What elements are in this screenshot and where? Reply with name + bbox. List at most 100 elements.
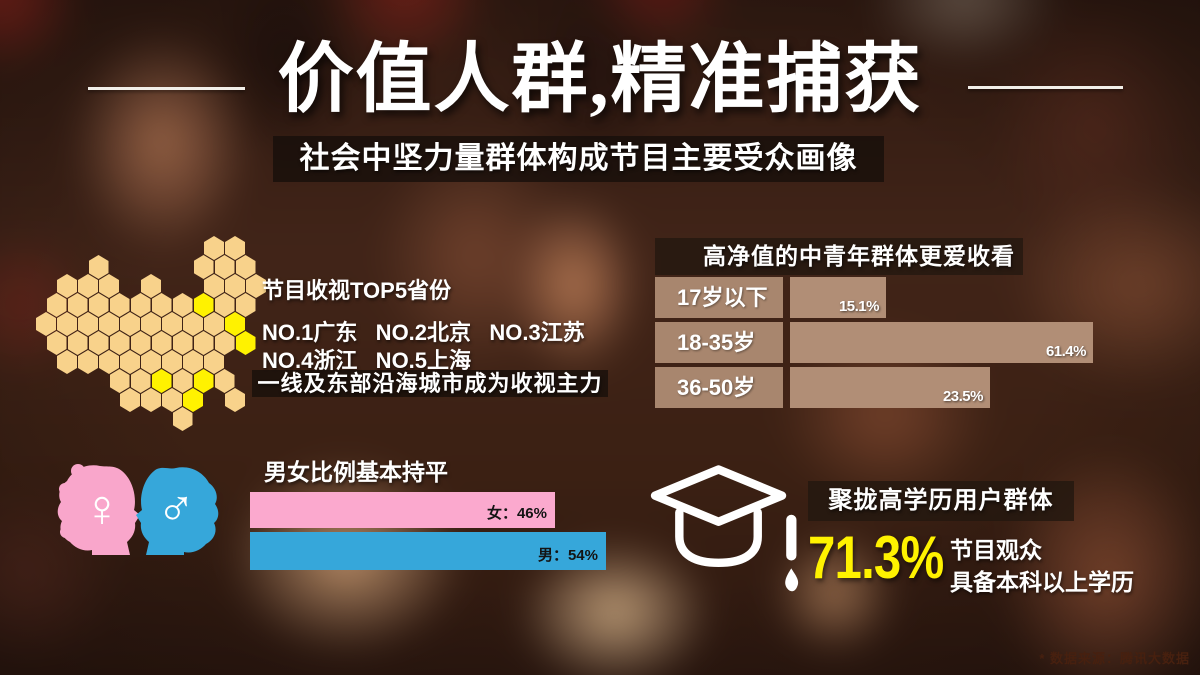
gender-chart-title: 男女比例基本持平 [264,459,448,485]
hex-province-highlighted [235,331,256,355]
hex-province [99,274,119,298]
education-percentage: 71.3% [808,524,944,591]
age-chart-title: 高净值的中青年群体更爱收看 [655,238,1023,275]
gender-bar-female: 女：46% [250,492,555,528]
hex-province [235,293,256,317]
china-hex-map [36,236,326,451]
age-bar: 23.5% [790,367,990,408]
hex-province [204,350,224,374]
hex-province [99,312,119,336]
hex-province [120,388,140,412]
hex-province [78,350,98,374]
age-bar: 15.1% [790,277,886,318]
education-desc-line1: 节目观众 [950,537,1042,563]
hex-province [225,388,245,412]
hex-province [130,331,151,355]
title-dash-left [88,87,245,90]
female-symbol-icon: ♀ [83,480,122,538]
hex-province [214,369,235,393]
page-title: 价值人群,精准捕获 [277,38,923,122]
gender-heads-graphic: ♀ ♂ [57,464,219,555]
hex-province-highlighted [193,369,214,393]
title-dash-right [968,86,1123,89]
hex-province [214,293,235,317]
age-category-label: 36-50岁 [655,367,783,408]
cap-board [650,465,787,526]
hex-province [141,274,161,298]
hex-province [204,274,224,298]
gender-bar-value: 男：54% [537,547,598,564]
map-section-title: 节目收视TOP5省份 [262,278,452,303]
top5-ranking-line2: NO.4浙江 NO.5上海 [262,348,472,373]
subtitle-banner: 社会中坚力量群体构成节目主要受众画像 [273,136,884,182]
graduation-cap-icon [650,465,799,592]
hex-province [162,312,182,336]
hex-province [204,236,224,260]
age-bar-value: 61.4% [1045,343,1087,360]
age-bar-value: 23.5% [942,388,984,405]
hex-province [57,350,77,374]
hex-province [88,293,109,317]
hex-province [36,312,56,336]
hex-province-highlighted [151,369,172,393]
hex-province [214,255,235,279]
hex-province [109,331,130,355]
hex-province [78,312,98,336]
gender-bar-male: 男：54% [250,532,606,570]
hex-province [78,274,98,298]
hex-province [151,331,172,355]
hex-province [141,312,161,336]
hex-province [57,274,77,298]
hex-province [99,350,119,374]
hex-province [225,274,245,298]
hex-province [246,274,266,298]
hex-province [46,293,67,317]
hex-province [172,407,193,431]
map-callout-banner: 一线及东部沿海城市成为收视主力 [252,370,608,397]
age-bar-value: 15.1% [838,298,880,315]
cap-tassel-drop [785,568,799,592]
hex-province [235,255,256,279]
hex-province [88,331,109,355]
hex-province [162,350,182,374]
hex-province [162,388,182,412]
hex-province [120,312,140,336]
hex-province [193,255,214,279]
hex-province [130,293,151,317]
age-category-label: 17岁以下 [655,277,783,318]
top5-ranking-line1: NO.1广东 NO.2北京 NO.3江苏 [262,320,585,345]
hex-province [67,293,88,317]
education-desc-line2: 具备本科以上学历 [950,569,1134,595]
hex-province-highlighted [193,293,214,317]
data-source-note: * 数据来源：腾讯大数据 [1039,651,1190,666]
hex-province-highlighted [183,388,203,412]
hex-province [67,331,88,355]
age-bar: 61.4% [790,322,1093,363]
hex-province [172,293,193,317]
hex-province [109,369,130,393]
hex-province [204,312,224,336]
hex-province [225,236,245,260]
hex-province [183,350,203,374]
male-symbol-icon: ♂ [157,478,196,536]
hex-province [141,388,161,412]
education-headline-banner: 聚拢高学历用户群体 [808,481,1074,521]
male-head-icon: ♂ [136,467,219,555]
hex-province [193,331,214,355]
hex-province [57,312,77,336]
hex-province [109,293,130,317]
gender-bar-value: 女：46% [486,505,547,522]
hex-province [141,350,161,374]
age-category-label: 18-35岁 [655,322,783,363]
hex-province [120,350,140,374]
hex-province [88,255,109,279]
hex-province [151,293,172,317]
hex-province [172,369,193,393]
hex-province [130,369,151,393]
hex-province [183,312,203,336]
hex-province-highlighted [225,312,245,336]
hex-province [46,331,67,355]
female-head-icon: ♀ [57,464,140,555]
hex-province [172,331,193,355]
